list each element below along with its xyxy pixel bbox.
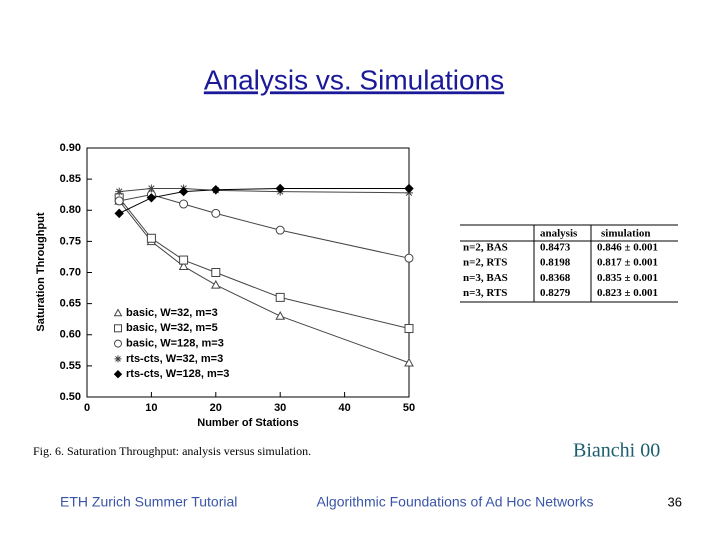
citation: Bianchi 00 <box>573 440 660 462</box>
y-axis-label: Saturation Throughput <box>35 212 47 331</box>
x-tick-label: 0 <box>84 402 90 414</box>
marker <box>211 208 221 218</box>
marker <box>404 357 414 367</box>
footer-left: ETH Zurich Summer Tutorial <box>60 494 237 510</box>
x-tick-label: 50 <box>403 402 415 414</box>
series-line <box>118 187 409 214</box>
x-tick-label: 40 <box>338 402 350 414</box>
marker <box>114 208 124 219</box>
series-line <box>119 187 410 194</box>
table-header: analysis <box>540 228 578 240</box>
legend-marker <box>114 355 122 363</box>
page-number: 36 <box>668 494 682 509</box>
table-cell: 0.8198 <box>540 257 571 269</box>
marker <box>275 183 285 194</box>
marker <box>275 292 285 302</box>
marker <box>210 279 221 289</box>
y-tick-label: 0.60 <box>60 329 81 341</box>
marker <box>211 268 221 277</box>
table-cell: n=2, BAS <box>463 242 508 254</box>
y-tick-label: 0.80 <box>60 204 81 216</box>
marker <box>404 324 414 334</box>
table-cell: 0.817 ± 0.001 <box>597 257 658 269</box>
marker <box>211 185 221 195</box>
table-cell: 0.8279 <box>540 287 571 299</box>
slide-title: Analysis vs. Simulations <box>204 64 504 95</box>
y-tick-label: 0.50 <box>60 391 81 403</box>
legend-marker <box>113 308 123 317</box>
y-tick-label: 0.85 <box>60 173 81 185</box>
y-tick-label: 0.75 <box>60 235 81 247</box>
marker <box>275 225 285 235</box>
marker <box>146 193 157 203</box>
legend-label: rts-cts, W=32, m=3 <box>126 353 223 365</box>
legend-marker <box>114 339 122 348</box>
x-axis-label: Number of Stations <box>197 417 298 429</box>
marker <box>178 186 189 197</box>
legend-label: basic, W=32, m=5 <box>126 322 218 334</box>
y-tick-label: 0.65 <box>60 298 81 310</box>
series-line <box>119 194 410 259</box>
x-tick-label: 30 <box>274 402 286 414</box>
caption: Fig. 6. Saturation Throughput: analysis … <box>33 444 311 458</box>
marker <box>404 183 414 194</box>
y-tick-label: 0.90 <box>60 142 81 154</box>
table-cell: n=3, RTS <box>463 287 507 299</box>
table-cell: 0.835 ± 0.001 <box>597 272 658 284</box>
table-cell: 0.8473 <box>540 242 571 254</box>
legend-marker <box>114 324 122 333</box>
marker <box>115 187 124 196</box>
x-tick-label: 20 <box>210 402 222 414</box>
marker <box>404 253 414 263</box>
marker <box>114 196 124 206</box>
marker <box>146 233 156 243</box>
table-cell: n=2, RTS <box>463 257 507 269</box>
marker <box>178 261 189 270</box>
table-cell: 0.823 ± 0.001 <box>597 287 658 299</box>
y-tick-label: 0.70 <box>60 266 81 278</box>
legend-label: basic, W=128, m=3 <box>126 338 224 350</box>
x-tick-label: 10 <box>145 402 157 414</box>
y-tick-label: 0.55 <box>60 360 81 372</box>
series-line <box>118 200 410 364</box>
table-cell: n=3, BAS <box>463 272 508 284</box>
table-cell: 0.846 ± 0.001 <box>597 242 658 254</box>
footer-center: Algorithmic Foundations of Ad Hoc Networ… <box>316 494 593 510</box>
series-line <box>118 197 410 330</box>
legend-marker <box>113 369 123 379</box>
table: analysis simulation n=2, BAS 0.8473 0.846 ± … <box>460 224 678 303</box>
legend-label: rts-cts, W=128, m=3 <box>126 368 229 380</box>
marker <box>179 255 189 265</box>
marker <box>179 199 189 209</box>
marker <box>147 184 156 193</box>
table-header: simulation <box>601 228 651 240</box>
marker <box>275 311 286 320</box>
table-cell: 0.8368 <box>540 272 571 284</box>
legend-label: basic, W=32, m=3 <box>126 307 218 319</box>
